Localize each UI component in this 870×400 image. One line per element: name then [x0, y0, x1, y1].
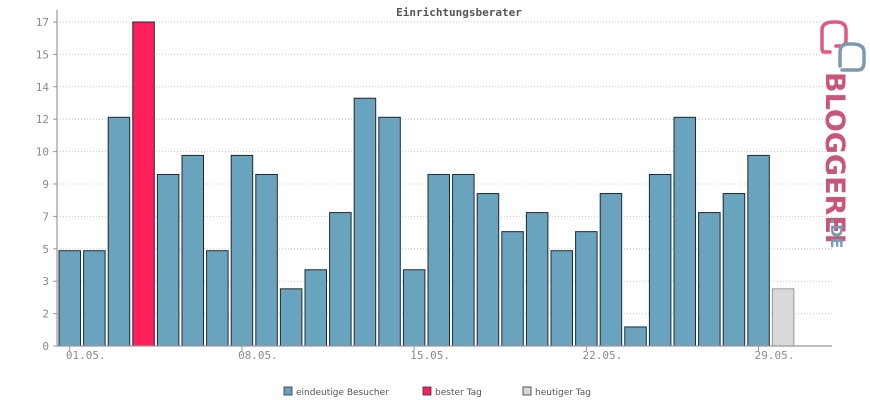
bar: [279, 288, 303, 347]
bar: [452, 173, 475, 347]
legend-swatch-best-day: [422, 386, 432, 396]
bar: [771, 288, 795, 347]
bar: [550, 250, 573, 347]
bar: [476, 193, 500, 347]
legend-label-visitors: eindeutige Besucher: [296, 388, 389, 398]
bar: [402, 269, 426, 347]
bar: [427, 173, 450, 347]
y-tick-label: 0: [42, 340, 49, 353]
bars: [58, 21, 795, 347]
bar: [673, 116, 696, 347]
legend-label-today: heutiger Tag: [535, 388, 591, 398]
y-tick-label: 7: [42, 210, 49, 223]
bloggerei-logo-suffix: .DE: [827, 218, 846, 248]
bar: [58, 250, 81, 347]
chart-title: Einrichtungsberater: [396, 6, 522, 19]
bloggerei-logo-text: BLOGGEREI: [819, 72, 850, 244]
legend-label-best-day: bester Tag: [435, 388, 482, 398]
y-tick-labels: 0 2 3 5 7 9 10 12 14 15 17: [36, 16, 57, 353]
y-tick-label: 14: [36, 81, 50, 94]
x-tick-label: 22.05.: [582, 349, 622, 362]
bar: [698, 212, 721, 347]
y-tick-label: 15: [36, 48, 49, 61]
legend: eindeutige Besucher bester Tag heutiger …: [283, 386, 591, 398]
bar: [329, 212, 352, 347]
bar: [648, 173, 672, 347]
bar: [722, 193, 746, 347]
bar: [206, 250, 229, 347]
y-tick-label: 10: [36, 146, 49, 159]
x-tick-labels: 01.05. 08.05. 15.05. 22.05. 29.05.: [66, 346, 795, 362]
legend-swatch-visitors: [283, 386, 293, 396]
bar: [575, 231, 598, 347]
x-tick-label: 08.05.: [238, 349, 278, 362]
bar: [304, 269, 327, 347]
bar: [83, 250, 106, 347]
bar: [501, 231, 524, 347]
bloggerei-logo-icon: [820, 20, 866, 72]
bar: [181, 154, 204, 347]
bar: [525, 212, 549, 347]
x-tick-label: 29.05.: [755, 349, 795, 362]
x-tick-label: 01.05.: [66, 349, 106, 362]
bar: [353, 97, 377, 347]
bar: [107, 116, 131, 347]
y-tick-label: 17: [36, 16, 49, 29]
bar: [255, 173, 278, 347]
bar: [599, 193, 623, 347]
axes: [56, 10, 832, 347]
x-tick-label: 15.05.: [410, 349, 450, 362]
legend-swatch-today: [522, 386, 532, 396]
y-tick-label: 12: [36, 113, 49, 126]
bar: [378, 116, 401, 347]
bar: [230, 154, 254, 347]
y-tick-label: 3: [42, 275, 49, 288]
bar: [624, 326, 647, 347]
bar: [747, 154, 770, 347]
bar: [156, 173, 180, 347]
y-tick-label: 5: [42, 243, 49, 256]
y-tick-label: 2: [42, 308, 49, 321]
bar: [132, 21, 155, 347]
bloggerei-logo: BLOGGEREI .DE: [819, 20, 866, 248]
y-tick-label: 9: [42, 178, 49, 191]
